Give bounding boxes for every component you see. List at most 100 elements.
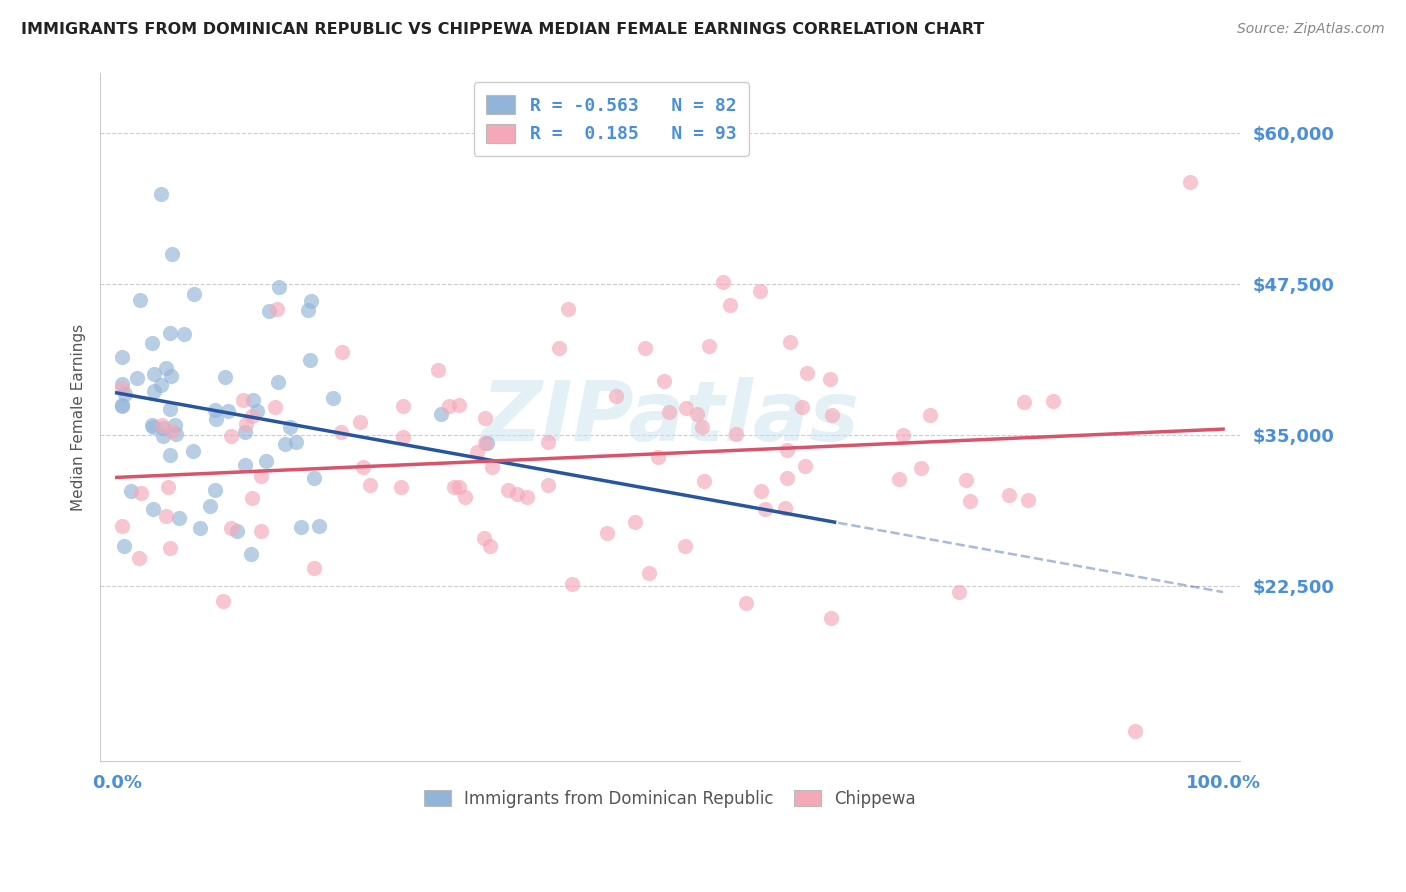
Point xyxy=(506,486,529,500)
Point xyxy=(204,412,226,426)
Point xyxy=(776,470,799,484)
Point xyxy=(749,483,772,498)
Point xyxy=(299,293,322,308)
Point xyxy=(437,399,460,413)
Point xyxy=(658,404,681,418)
Point xyxy=(217,403,239,417)
Point xyxy=(959,494,981,508)
Point xyxy=(160,424,183,438)
Point xyxy=(537,478,560,492)
Point xyxy=(561,577,583,591)
Point xyxy=(754,502,776,516)
Point xyxy=(479,540,502,554)
Point xyxy=(692,474,714,488)
Point xyxy=(111,376,134,391)
Point xyxy=(155,361,177,376)
Point xyxy=(188,521,211,535)
Point xyxy=(240,491,263,505)
Point xyxy=(447,398,470,412)
Point xyxy=(675,401,697,416)
Point xyxy=(1012,395,1035,409)
Point xyxy=(686,407,709,421)
Point xyxy=(249,468,271,483)
Point xyxy=(330,344,353,359)
Point xyxy=(349,416,371,430)
Point xyxy=(152,429,174,443)
Point xyxy=(718,298,741,312)
Point xyxy=(392,399,415,413)
Point xyxy=(887,472,910,486)
Point xyxy=(537,434,560,449)
Point xyxy=(918,408,941,422)
Point xyxy=(634,342,657,356)
Point xyxy=(637,566,659,580)
Point xyxy=(269,280,291,294)
Point xyxy=(160,368,183,383)
Point xyxy=(219,429,242,443)
Point xyxy=(232,393,254,408)
Point xyxy=(820,611,842,625)
Point xyxy=(516,490,538,504)
Point xyxy=(749,284,772,298)
Point xyxy=(165,427,187,442)
Legend: Immigrants from Dominican Republic, Chippewa: Immigrants from Dominican Republic, Chip… xyxy=(418,783,922,814)
Point xyxy=(891,428,914,442)
Point xyxy=(794,459,817,474)
Point xyxy=(1123,723,1146,738)
Point xyxy=(298,353,321,368)
Text: Source: ZipAtlas.com: Source: ZipAtlas.com xyxy=(1237,22,1385,37)
Point xyxy=(548,341,571,355)
Point xyxy=(149,378,172,392)
Point xyxy=(697,339,720,353)
Point xyxy=(128,293,150,307)
Point xyxy=(120,483,142,498)
Point xyxy=(274,436,297,450)
Point xyxy=(948,584,970,599)
Point xyxy=(235,417,257,432)
Point xyxy=(219,521,242,535)
Point xyxy=(114,387,136,401)
Point xyxy=(605,388,627,402)
Point xyxy=(1178,175,1201,189)
Point xyxy=(239,547,262,561)
Point xyxy=(245,404,267,418)
Point xyxy=(392,430,415,444)
Point xyxy=(449,480,471,494)
Point xyxy=(143,384,166,399)
Text: ZIPatlas: ZIPatlas xyxy=(481,376,859,458)
Point xyxy=(157,479,180,493)
Point xyxy=(214,369,236,384)
Point xyxy=(711,275,734,289)
Point xyxy=(128,551,150,566)
Point xyxy=(647,450,669,465)
Point xyxy=(159,401,181,416)
Point xyxy=(242,392,264,407)
Point xyxy=(443,480,465,494)
Point xyxy=(142,420,165,434)
Point xyxy=(111,398,134,412)
Point xyxy=(131,485,153,500)
Point xyxy=(212,594,235,608)
Point xyxy=(302,561,325,575)
Point xyxy=(955,474,977,488)
Point xyxy=(430,407,453,421)
Point xyxy=(308,518,330,533)
Point xyxy=(724,427,747,442)
Point xyxy=(141,336,163,351)
Point xyxy=(204,403,226,417)
Point xyxy=(160,246,183,260)
Point xyxy=(155,509,177,524)
Point xyxy=(352,459,374,474)
Point xyxy=(481,460,503,475)
Point xyxy=(159,326,181,340)
Point xyxy=(250,524,273,538)
Y-axis label: Median Female Earnings: Median Female Earnings xyxy=(72,324,86,510)
Point xyxy=(1042,394,1064,409)
Point xyxy=(690,420,713,434)
Point xyxy=(790,400,813,414)
Point xyxy=(204,483,226,498)
Point xyxy=(233,458,256,473)
Point xyxy=(225,524,247,538)
Point xyxy=(233,425,256,439)
Point xyxy=(654,374,676,388)
